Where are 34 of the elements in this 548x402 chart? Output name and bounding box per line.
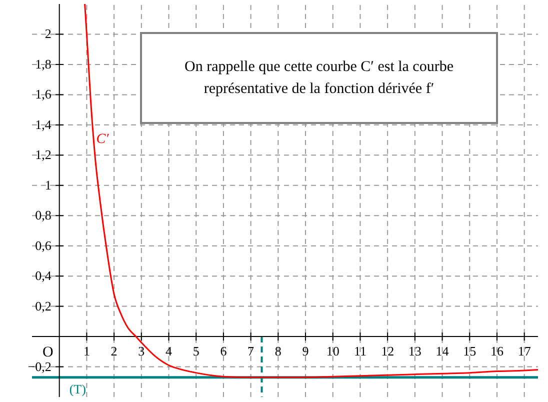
x-tick-label: 4	[166, 344, 173, 359]
y-tick-label: 0,8	[35, 208, 52, 223]
y-tick-label: 1	[44, 177, 52, 192]
x-tick-label: 10	[326, 344, 340, 359]
y-tick-label: 2	[44, 26, 52, 42]
x-tick-label: 13	[408, 344, 422, 359]
x-tick-label: 5	[192, 344, 200, 359]
annotation: O	[42, 344, 54, 361]
x-tick-label: 1	[83, 344, 90, 359]
y-tick-label: −0,2	[28, 358, 52, 374]
x-tick-label: 6	[220, 344, 228, 359]
line-series	[84, 3, 539, 378]
x-tick-label: 15	[463, 344, 476, 359]
series-label: C′	[96, 132, 110, 148]
y-tick-label: 1,2	[35, 147, 52, 162]
annotation: On rappelle que cette courbe C′ est la courbe représentative de la fonction dérivée f′	[184, 58, 454, 99]
x-tick-label: 9	[302, 344, 309, 359]
x-tick-label: 8	[274, 344, 282, 359]
y-tick-label: 0,2	[35, 298, 52, 314]
y-tick-label: 0,6	[35, 238, 52, 253]
ref-line-label: (T)	[69, 381, 86, 396]
y-tick-label: 1,4	[35, 116, 52, 132]
x-tick-label: 16	[490, 344, 504, 359]
x-tick-label: 17	[518, 344, 532, 359]
text-box: On rappelle que cette courbe C′ est la courbe représentative de la fonction dérivée f′	[140, 32, 498, 124]
x-tick-label: 7	[248, 344, 255, 359]
y-tick-label: 0,4	[35, 268, 52, 284]
x-tick-label: 14	[436, 344, 450, 359]
y-tick-label: 1,8	[35, 56, 52, 72]
x-tick-label: 12	[381, 344, 394, 359]
x-tick-label: 2	[110, 344, 118, 359]
x-tick-label: 3	[138, 344, 145, 359]
x-tick-label: 11	[354, 344, 366, 359]
y-tick-label: 1,6	[35, 86, 52, 102]
